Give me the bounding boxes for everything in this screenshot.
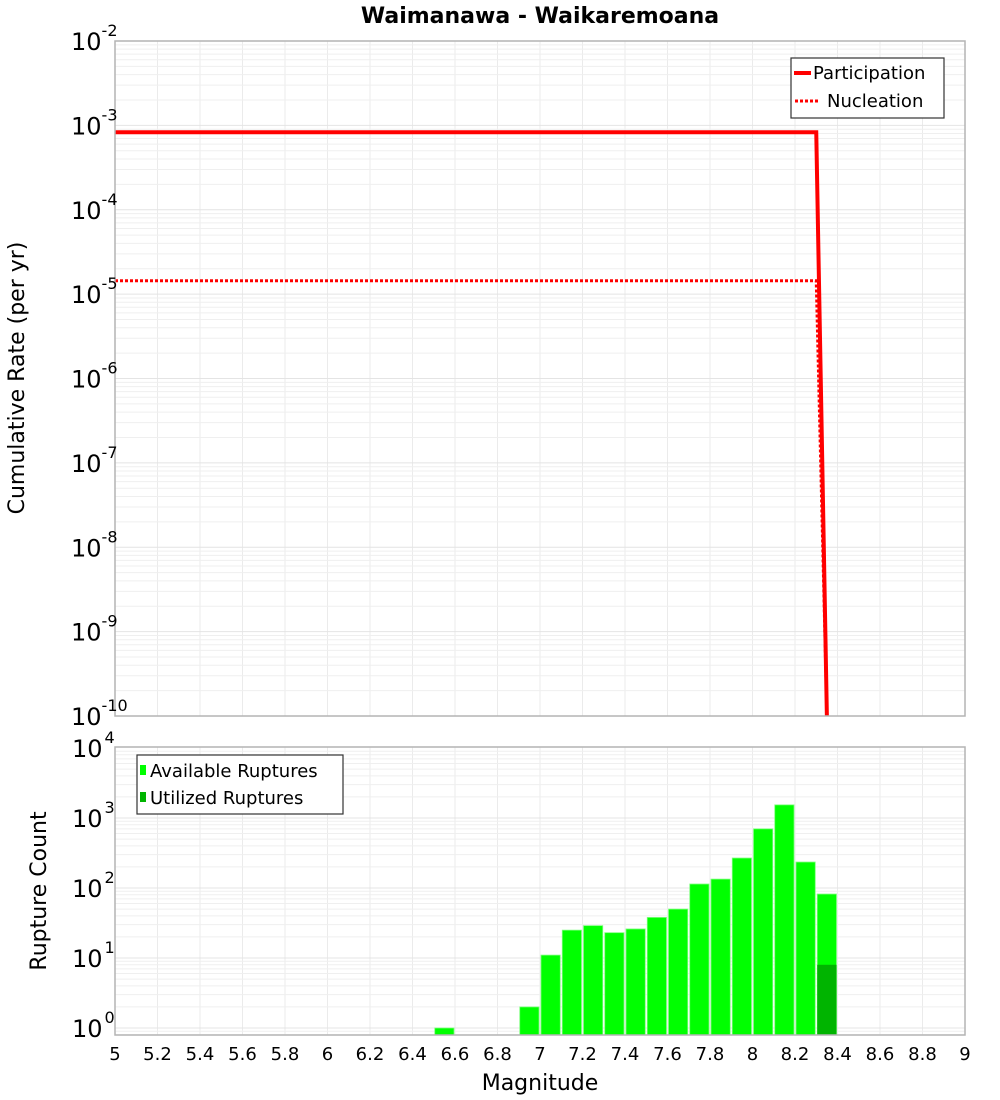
available-ruptures-bar bbox=[689, 883, 710, 1036]
available-ruptures-bar bbox=[646, 917, 667, 1036]
top-y-tick: 10-6 bbox=[71, 359, 118, 394]
bottom-y-tick: 10 4 bbox=[72, 728, 115, 763]
available-ruptures-bar bbox=[774, 804, 795, 1036]
nucleation-line bbox=[115, 279, 829, 717]
bottom-y-tick: 10 3 bbox=[72, 798, 115, 833]
x-tick: 5.4 bbox=[186, 1044, 215, 1065]
x-tick: 8.6 bbox=[866, 1044, 895, 1065]
available-ruptures-bar bbox=[583, 925, 604, 1036]
x-tick: 7.2 bbox=[568, 1044, 597, 1065]
chart-title: Waimanawa - Waikaremoana bbox=[361, 4, 719, 29]
top-legend: Participation Nucleation bbox=[790, 57, 945, 119]
x-tick: 6 bbox=[322, 1044, 333, 1065]
bottom-legend: Available Ruptures Utilized Ruptures bbox=[136, 754, 344, 815]
top-y-tick: 10-9 bbox=[71, 612, 118, 647]
x-tick: 5.2 bbox=[143, 1044, 172, 1065]
bottom-y-tick: 10 0 bbox=[72, 1008, 115, 1043]
x-tick: 5 bbox=[109, 1044, 120, 1065]
cumulative-rate-plot: 10-2 10-3 10-4 10-5 10-6 10-7 10-8 10-9 10-10 Cu… bbox=[5, 21, 966, 731]
x-tick: 6.6 bbox=[441, 1044, 470, 1065]
top-y-axis-label: Cumulative Rate (per yr) bbox=[5, 242, 30, 515]
x-tick: 6.2 bbox=[356, 1044, 385, 1065]
bottom-x-ticks: 5 5.2 5.4 5.6 5.8 6 6.2 6.4 6.6 6.8 7 7.2 7.4 7.6 7.8 8… bbox=[109, 1044, 970, 1065]
utilized-ruptures-bar bbox=[817, 964, 837, 1035]
available-ruptures-swatch-icon bbox=[140, 765, 146, 775]
bottom-y-tick: 10 1 bbox=[72, 938, 115, 973]
legend-utilized-ruptures: Utilized Ruptures bbox=[150, 788, 303, 809]
top-y-tick: 10-7 bbox=[71, 443, 118, 478]
top-y-tick: 10-3 bbox=[71, 105, 118, 140]
legend-nucleation: Nucleation bbox=[827, 91, 923, 112]
legend-available-ruptures: Available Ruptures bbox=[150, 761, 318, 782]
available-ruptures-bar bbox=[625, 928, 646, 1036]
x-tick: 6.8 bbox=[483, 1044, 512, 1065]
top-y-tick: 10-2 bbox=[71, 21, 118, 56]
available-ruptures-bar bbox=[753, 828, 774, 1036]
x-tick: 5.8 bbox=[271, 1044, 300, 1065]
utilized-ruptures-swatch-icon bbox=[140, 792, 146, 802]
top-y-tick: 10-5 bbox=[71, 274, 118, 309]
top-series bbox=[115, 130, 829, 717]
x-tick: 9 bbox=[959, 1044, 970, 1065]
x-tick: 8.4 bbox=[823, 1044, 852, 1065]
top-y-tick: 10-4 bbox=[71, 190, 118, 225]
x-tick: 8.2 bbox=[781, 1044, 810, 1065]
top-grid bbox=[114, 41, 966, 717]
bottom-y-tick: 10 2 bbox=[72, 868, 115, 903]
x-tick: 8.8 bbox=[908, 1044, 937, 1065]
top-y-tick: 10-8 bbox=[71, 527, 118, 562]
available-ruptures-bar bbox=[604, 932, 625, 1036]
x-tick: 7 bbox=[534, 1044, 545, 1065]
available-ruptures-bar bbox=[710, 878, 731, 1036]
available-ruptures-bar bbox=[434, 1027, 455, 1036]
top-plot-frame bbox=[114, 40, 966, 717]
available-ruptures-bar bbox=[731, 857, 752, 1036]
available-ruptures-bar bbox=[519, 1006, 540, 1036]
x-tick: 7.8 bbox=[696, 1044, 725, 1065]
bottom-plot-frame bbox=[114, 746, 966, 1036]
x-tick: 8 bbox=[747, 1044, 758, 1065]
available-ruptures-bar bbox=[561, 929, 582, 1036]
bottom-bars bbox=[434, 804, 837, 1036]
x-tick: 7.6 bbox=[653, 1044, 682, 1065]
x-tick: 5.6 bbox=[228, 1044, 257, 1065]
legend-participation: Participation bbox=[813, 63, 925, 84]
x-tick: 7.4 bbox=[611, 1044, 640, 1065]
available-ruptures-bar bbox=[668, 908, 689, 1036]
available-ruptures-bar bbox=[795, 861, 816, 1036]
x-axis-label: Magnitude bbox=[482, 1071, 599, 1096]
top-y-tick: 10-10 bbox=[71, 696, 128, 731]
x-tick: 6.4 bbox=[398, 1044, 427, 1065]
available-ruptures-bar bbox=[540, 954, 561, 1036]
bottom-y-axis-label: Rupture Count bbox=[27, 811, 52, 971]
